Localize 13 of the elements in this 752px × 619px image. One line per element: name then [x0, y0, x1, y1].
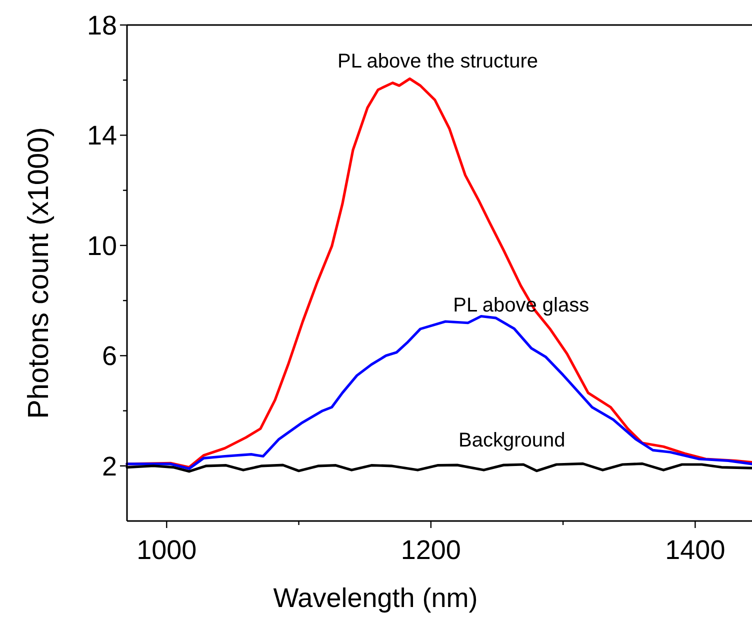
y-tick-label: 10	[86, 230, 117, 261]
line-series	[126, 314, 752, 470]
x-axis-title: Wavelength (nm)	[273, 583, 478, 613]
y-tick-label: 18	[86, 10, 117, 40]
series-label: PL above the structure	[338, 50, 538, 73]
x-tick-label: 1200	[400, 535, 461, 565]
series-label: Background	[458, 430, 566, 452]
x-tick-label: 1400	[665, 535, 726, 565]
x-tick-label: 1000	[136, 535, 197, 565]
y-axis-title: Photons count (x1000)	[23, 127, 55, 419]
y-tick-label: 2	[102, 451, 117, 482]
y-tick-label: 14	[86, 120, 117, 151]
y-tick-label: 6	[102, 341, 117, 372]
